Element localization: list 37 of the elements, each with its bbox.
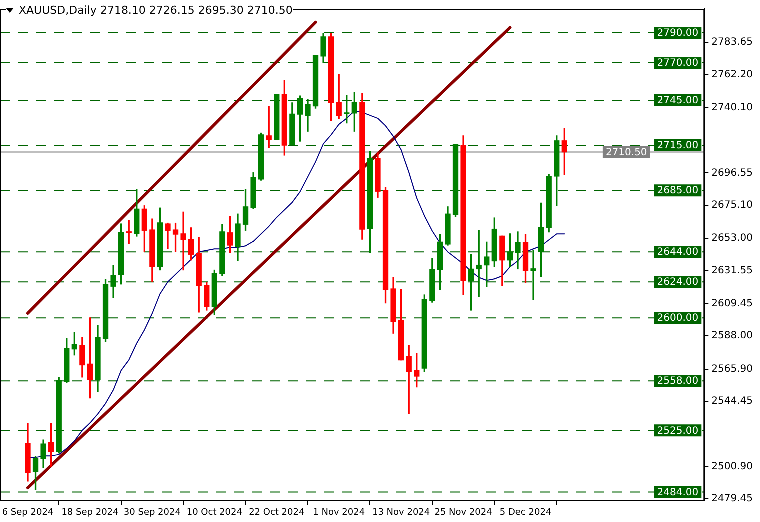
- ref-line-label: 2710.50: [606, 147, 648, 158]
- x-tick-label: 25 Nov 2024: [434, 508, 493, 518]
- y-tick-label: 2675.10: [712, 200, 754, 212]
- ref-line-label: 2715.00: [657, 140, 699, 152]
- x-tick-label: 1 Nov 2024: [313, 508, 366, 518]
- y-tick-label: 2631.55: [712, 265, 754, 276]
- ref-line-label: 2624.00: [657, 277, 699, 288]
- x-tick-label: 13 Nov 2024: [372, 508, 430, 518]
- candlestick: [180, 212, 186, 271]
- x-tick-label: 30 Sep 2024: [124, 508, 182, 518]
- x-tick-label: 18 Sep 2024: [62, 508, 120, 518]
- y-tick-label: 2783.65: [712, 37, 754, 48]
- ref-line-label: 2484.00: [657, 487, 699, 498]
- chart-title: XAUUSD,Daily 2718.10 2726.15 2695.30 2710.50: [19, 4, 293, 17]
- y-tick-label: 2544.45: [712, 396, 754, 408]
- ref-line-label: 2770.00: [657, 58, 699, 70]
- x-tick-label: 6 Sep 2024: [2, 508, 54, 518]
- y-tick-label: 2762.20: [712, 69, 754, 80]
- y-tick-label: 2500.90: [712, 461, 754, 472]
- candlestick: [530, 250, 536, 300]
- ref-line-label: 2558.00: [657, 376, 699, 388]
- ref-line-label: 2525.00: [657, 426, 699, 437]
- ref-line-label: 2745.00: [657, 96, 699, 107]
- y-tick-label: 2588.00: [712, 330, 754, 342]
- y-tick-label: 2740.10: [712, 102, 754, 114]
- y-tick-label: 2653.00: [712, 233, 754, 244]
- ref-line-label: 2644.00: [657, 247, 699, 258]
- ref-line-label: 2790.00: [657, 28, 699, 40]
- ref-line-label: 2600.00: [657, 313, 699, 324]
- y-tick-label: 2696.55: [712, 168, 754, 179]
- x-tick-label: 10 Oct 2024: [186, 508, 243, 518]
- y-tick-label: 2479.45: [712, 494, 754, 505]
- y-tick-label: 2565.90: [712, 364, 754, 375]
- x-tick-label: 5 Dec 2024: [500, 508, 552, 518]
- x-tick-label: 22 Oct 2024: [249, 508, 305, 518]
- y-tick-label: 2609.45: [712, 298, 754, 310]
- ref-line-label: 2685.00: [657, 186, 699, 197]
